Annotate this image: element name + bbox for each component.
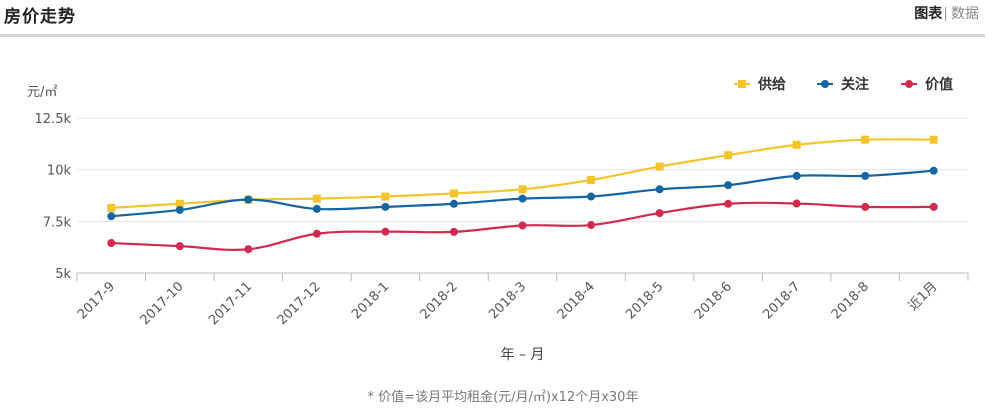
series-2 (107, 166, 938, 221)
panel-header: 房价走势 图表| 数据 (0, 0, 985, 37)
data-point (312, 204, 321, 213)
data-point (244, 195, 253, 204)
panel-title: 房价走势 (4, 7, 76, 27)
x-tick-label: 2018-4 (555, 279, 598, 322)
data-point (724, 181, 733, 190)
chart-legend: 供给 关注 价值 (734, 76, 953, 93)
legend-label: 关注 (841, 76, 869, 93)
data-point (792, 199, 801, 208)
data-point (175, 199, 184, 208)
x-tick-label: 2018-3 (486, 279, 529, 322)
x-tick-label: 2018-5 (623, 279, 666, 322)
legend-marker (821, 80, 829, 88)
data-point (175, 205, 184, 214)
y-tick-label: 5k (55, 267, 71, 282)
data-point (244, 245, 253, 254)
data-point (107, 212, 116, 221)
x-tick-label: 2017-12 (275, 279, 324, 328)
legend-marker (905, 80, 913, 88)
data-point (587, 192, 596, 201)
x-tick-label: 2017-10 (138, 279, 187, 328)
series-line (111, 169, 934, 218)
y-axis-label: 元/㎡ (27, 85, 57, 100)
legend-label: 供给 (757, 76, 786, 93)
data-point (107, 203, 116, 212)
data-point (724, 199, 733, 208)
chart-axes: 5k 7.5k 10k 12.5k 元/㎡ 2017-9 2017-10 2017-11 201… (27, 85, 969, 363)
data-point (861, 135, 870, 144)
data-point (518, 194, 527, 203)
data-point (449, 227, 458, 236)
data-point (861, 171, 870, 180)
legend-marker (738, 80, 746, 88)
data-point (655, 185, 664, 194)
data-point (655, 209, 664, 218)
data-point (861, 202, 870, 211)
data-point (792, 171, 801, 180)
y-tick-label: 12.5k (35, 112, 72, 127)
data-point (655, 162, 664, 171)
data-point (518, 221, 527, 230)
data-point (381, 202, 390, 211)
x-tick-label: 2017-9 (75, 279, 118, 322)
x-tick-label: 近1月 (906, 279, 941, 314)
chart-series (107, 135, 938, 254)
data-point (107, 239, 116, 248)
data-point (312, 229, 321, 238)
legend-item: 关注 (817, 76, 869, 93)
data-view-tab[interactable]: 数据 (951, 6, 979, 22)
data-point (724, 151, 733, 160)
x-tick-label: 2018-8 (829, 279, 872, 322)
price-trend-chart: 5k 7.5k 10k 12.5k 元/㎡ 2017-9 2017-10 2017-11 201… (27, 76, 969, 363)
y-tick-label: 10k (47, 164, 72, 179)
data-point (929, 166, 938, 175)
view-toggle-separator: | (943, 6, 948, 22)
x-axis-label: 年 – 月 (501, 347, 545, 363)
data-point (312, 194, 321, 203)
chart-grid (77, 117, 968, 222)
view-toggle: 图表| 数据 (914, 3, 979, 23)
x-tick-label: 2018-2 (418, 279, 461, 322)
data-point (449, 199, 458, 208)
legend-item: 供给 (734, 76, 786, 93)
legend-item: 价值 (901, 76, 953, 93)
data-point (381, 192, 390, 201)
legend-label: 价值 (925, 76, 953, 93)
chart-view-tab[interactable]: 图表 (914, 6, 943, 22)
data-point (381, 227, 390, 236)
y-tick-label: 7.5k (43, 215, 72, 230)
data-point (518, 185, 527, 194)
x-tick-label: 2018-1 (349, 279, 392, 322)
x-tick-label: 2017-11 (206, 279, 255, 328)
data-point (175, 242, 184, 251)
data-point (792, 140, 801, 149)
data-point (587, 221, 596, 230)
data-point (929, 202, 938, 211)
x-tick-label: 2018-7 (760, 279, 803, 322)
value-footnote: * 价值=该月平均租金(元/月/㎡)x12个月x30年 (367, 390, 639, 405)
data-point (587, 176, 596, 184)
x-tick-label: 2018-6 (692, 279, 735, 322)
series-3 (107, 199, 938, 254)
data-point (929, 135, 938, 144)
data-point (449, 189, 458, 198)
